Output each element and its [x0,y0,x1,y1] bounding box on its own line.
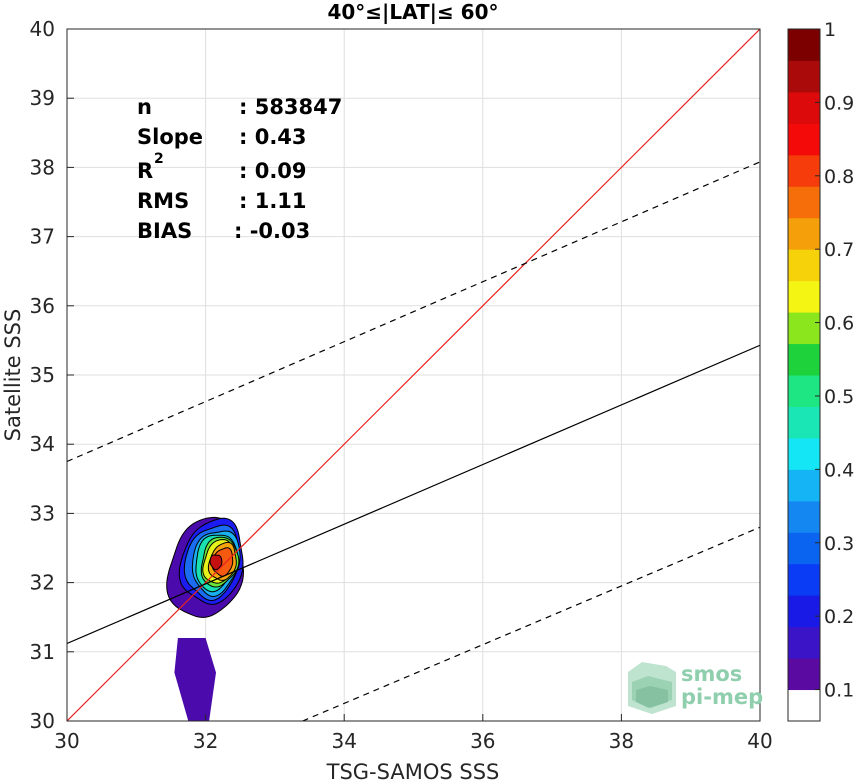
logo-mark-icon [628,662,676,714]
colorbar-segment [788,186,820,219]
y-tick-label: 35 [30,363,55,387]
colorbar-tick-label: 0.9 [824,92,854,114]
y-tick-label: 40 [30,17,55,41]
colorbar-segment [788,626,820,659]
y-tick-label: 34 [30,432,55,456]
fit-upper-line [67,161,760,463]
x-axis-ticks: 30 32 34 36 38 40 [54,714,773,753]
chart-title: 40°≤|LAT|≤ 60° [327,0,498,24]
stat-slope-label: Slope [137,125,203,149]
colorbar-tick-label: 0.7 [824,239,854,261]
stat-r2-value: : 0.09 [239,159,307,183]
colorbar-segment [788,343,820,376]
y-tick-label: 38 [30,155,55,179]
y-tick-label: 30 [30,709,55,733]
stat-r2-label: R [137,159,153,183]
colorbar-tick-label: 1 [824,19,836,41]
colorbar-segment [788,123,820,156]
identity-line [67,29,760,721]
regression-lines [67,29,760,721]
colorbar-frame [787,28,821,722]
colorbar-segment [788,91,820,124]
colorbar [788,29,820,722]
colorbar-tick-label: 0.3 [824,533,854,555]
stat-bias-label: BIAS [137,219,192,243]
colorbar-segment [788,154,820,187]
colorbar-ticks: 0.1 0.2 0.3 0.4 0.5 0.6 0.7 0.8 0.9 1 [815,19,854,702]
stats-box: n : 583847 Slope : 0.43 R 2 : 0.09 RMS :… [137,95,342,243]
y-tick-label: 37 [30,225,55,249]
x-tick-label: 32 [193,729,218,753]
stat-n-label: n [137,95,152,119]
colorbar-tick-label: 0.5 [824,386,854,408]
y-axis-ticks: 30 31 32 33 34 35 36 37 38 39 40 [30,17,74,733]
colorbar-segment [788,29,820,61]
colorbar-tick-label: 0.8 [824,166,854,188]
colorbar-tick-label: 0.6 [824,313,854,335]
fit-lower-line [302,526,760,721]
density-contour [209,554,223,571]
colorbar-segment [788,60,820,93]
colorbar-segment [788,406,820,439]
stat-slope-value: : 0.43 [239,125,307,149]
colorbar-segment [788,437,820,470]
logo-text-line1: smos [681,662,742,686]
colorbar-segment [788,595,820,628]
stat-r2-superscript: 2 [154,151,164,167]
colorbar-segment [788,500,820,533]
colorbar-segment [788,469,820,502]
logo-text-line2: pi-mep [681,685,763,709]
x-axis-label: TSG-SAMOS SSS [326,760,500,784]
colorbar-segment [788,312,820,345]
fit-line [67,344,760,645]
density-contour-tail [174,638,216,721]
x-tick-label: 38 [609,729,634,753]
colorbar-tick-label: 0.1 [824,680,854,702]
colorbar-segment [788,563,820,596]
colorbar-segment [788,689,820,722]
colorbar-tick-label: 0.2 [824,606,854,628]
stat-n-value: : 583847 [239,95,342,119]
y-tick-label: 32 [30,571,55,595]
stat-rms-value: : 1.11 [239,189,307,213]
colorbar-segment [788,249,820,282]
x-tick-label: 40 [747,729,772,753]
smos-pimep-logo: smos pi-mep [628,662,763,714]
colorbar-segment [788,658,820,691]
colorbar-tick-label: 0.4 [824,459,854,481]
x-tick-label: 34 [331,729,356,753]
y-tick-label: 36 [30,294,55,318]
y-tick-label: 31 [30,640,55,664]
colorbar-segment [788,375,820,407]
x-tick-label: 30 [54,729,79,753]
x-tick-label: 36 [470,729,495,753]
colorbar-segment [788,280,820,313]
stat-bias-value: : -0.03 [234,219,310,243]
stat-rms-label: RMS [137,189,189,213]
y-tick-label: 39 [30,86,55,110]
y-axis-label: Satellite SSS [1,309,25,442]
y-tick-label: 33 [30,501,55,525]
colorbar-segment [788,217,820,250]
colorbar-segment [788,532,820,565]
